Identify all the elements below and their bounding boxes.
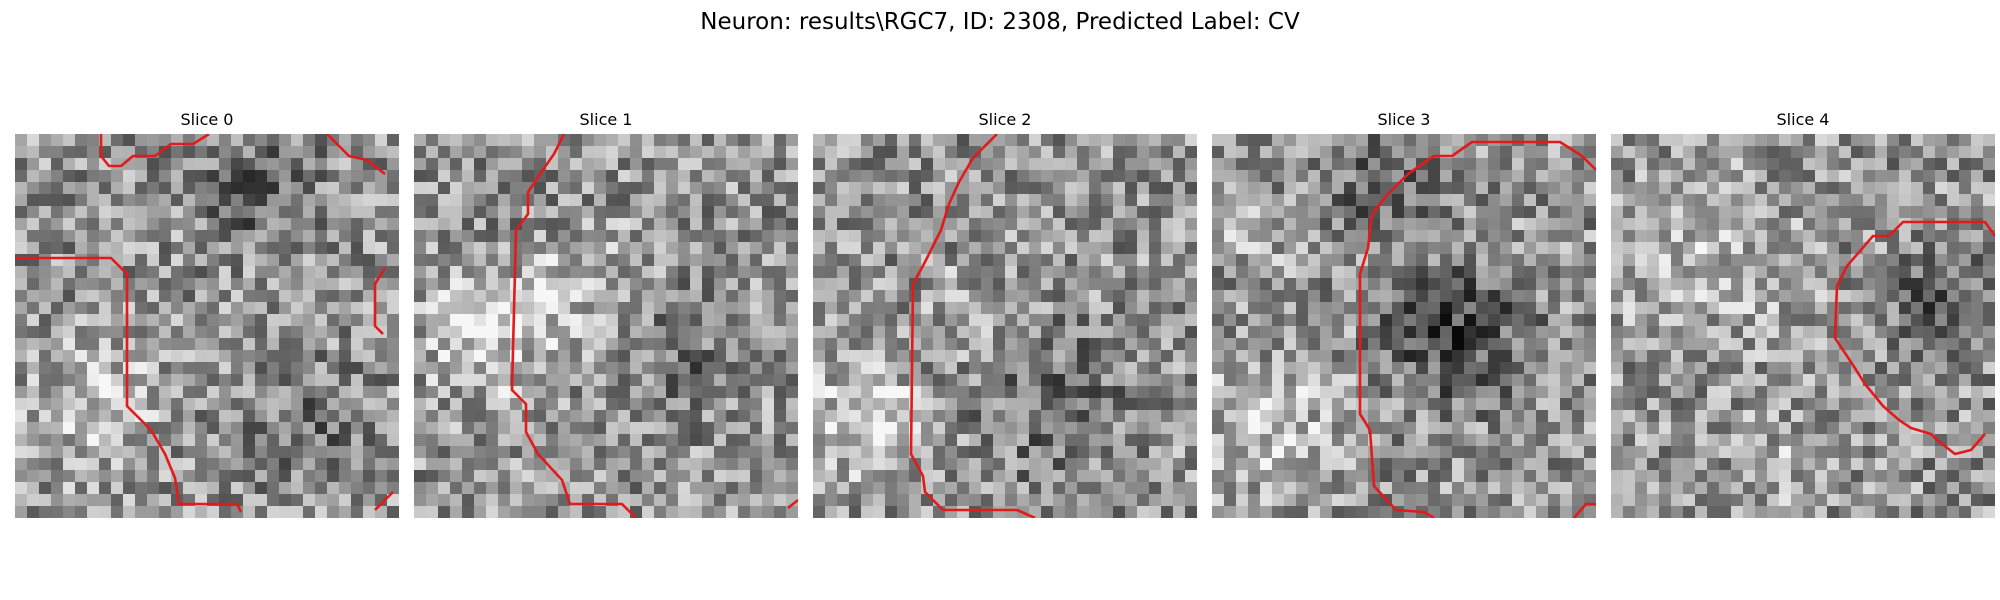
contour-outline bbox=[15, 134, 394, 513]
slice-image bbox=[1212, 134, 1596, 518]
slice-image bbox=[15, 134, 399, 518]
slice-image bbox=[1611, 134, 1995, 518]
contour-outline bbox=[909, 134, 1036, 518]
slice-panel-0: Slice 0 bbox=[15, 108, 399, 518]
contour-outline bbox=[1358, 140, 1596, 518]
slice-title: Slice 2 bbox=[978, 110, 1032, 129]
slice-title: Slice 4 bbox=[1776, 110, 1830, 129]
slice-panel-1: Slice 1 bbox=[414, 108, 798, 518]
slice-title: Slice 3 bbox=[1377, 110, 1431, 129]
slice-panel-2: Slice 2 bbox=[813, 108, 1197, 518]
contour-outline bbox=[1833, 220, 1995, 456]
slice-panel-3: Slice 3 bbox=[1212, 108, 1596, 518]
slice-image bbox=[414, 134, 798, 518]
contour-outline bbox=[510, 134, 798, 518]
slice-image bbox=[813, 134, 1197, 518]
slice-panel-4: Slice 4 bbox=[1611, 108, 1995, 518]
slice-title: Slice 0 bbox=[180, 110, 234, 129]
figure-title: Neuron: results\RGC7, ID: 2308, Predicte… bbox=[700, 9, 1300, 35]
slice-title: Slice 1 bbox=[579, 110, 633, 129]
